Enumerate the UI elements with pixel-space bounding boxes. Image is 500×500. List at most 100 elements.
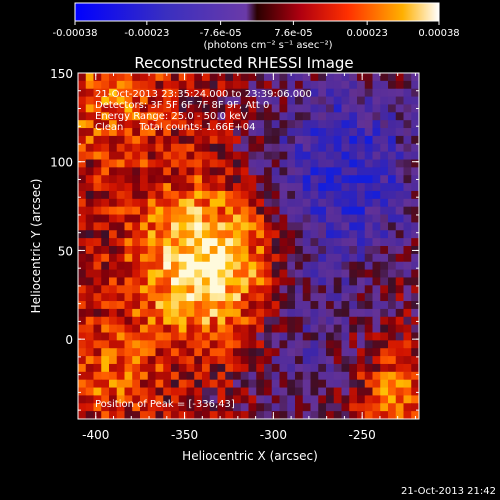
heatmap-cell — [194, 285, 203, 294]
heatmap-cell — [109, 387, 118, 397]
heatmap-cell — [318, 261, 327, 271]
heatmap-cell — [302, 403, 312, 412]
heatmap-cell — [186, 411, 195, 419]
heatmap-cell — [140, 277, 149, 286]
heatmap-cell — [395, 104, 405, 113]
heatmap-cell — [411, 371, 419, 381]
heatmap-cell — [318, 104, 327, 113]
heatmap-cell — [403, 301, 412, 310]
heatmap-cell — [318, 96, 327, 106]
heatmap-cell — [140, 159, 149, 168]
heatmap-cell — [264, 183, 273, 192]
heatmap-cell — [395, 285, 405, 294]
heatmap-cell — [178, 120, 188, 129]
heatmap-cell — [256, 183, 265, 192]
heatmap-cell — [178, 112, 188, 121]
heatmap-cell — [116, 151, 126, 161]
heatmap-cell — [395, 128, 405, 137]
heatmap-cell — [380, 183, 389, 192]
heatmap-cell — [326, 348, 335, 357]
heatmap-cell — [295, 411, 304, 419]
heatmap-cell — [326, 238, 335, 247]
heatmap-cell — [411, 190, 419, 200]
heatmap-cell — [132, 96, 141, 106]
heatmap-cell — [78, 395, 87, 404]
heatmap-cell — [372, 198, 381, 208]
heatmap-cell — [225, 214, 234, 224]
heatmap-cell — [310, 88, 319, 98]
heatmap-cell — [279, 222, 288, 231]
heatmap-cell — [349, 159, 358, 168]
heatmap-cell — [109, 238, 118, 247]
heatmap-cell — [202, 356, 211, 365]
heatmap-cell — [116, 190, 126, 200]
heatmap-cell — [326, 387, 335, 397]
heatmap-cell — [109, 198, 118, 208]
heatmap-cell — [388, 356, 397, 365]
heatmap-cell — [411, 96, 419, 106]
heatmap-cell — [256, 301, 265, 310]
heatmap-cell — [264, 128, 273, 137]
heatmap-cell — [411, 143, 419, 153]
heatmap-cell — [101, 395, 110, 404]
heatmap-cell — [341, 253, 350, 263]
heatmap-cell — [78, 80, 87, 90]
heatmap-cell — [349, 277, 358, 286]
heatmap-cell — [248, 206, 257, 216]
heatmap-cell — [109, 214, 118, 224]
heatmap-cell — [240, 222, 250, 231]
heatmap-cell — [411, 332, 419, 341]
heatmap-cell — [124, 324, 133, 334]
heatmap-cell — [140, 411, 149, 419]
heatmap-cell — [101, 379, 110, 389]
heatmap-cell — [109, 301, 118, 310]
heatmap-cell — [186, 120, 195, 129]
heatmap-cell — [264, 120, 273, 129]
heatmap-cell — [271, 175, 281, 184]
heatmap-cell — [209, 151, 219, 161]
heatmap-cell — [357, 246, 366, 255]
heatmap-cell — [140, 261, 149, 271]
heatmap-cell — [202, 159, 211, 168]
heatmap-cell — [318, 379, 327, 389]
heatmap-cell — [233, 293, 242, 302]
heatmap-cell — [380, 277, 389, 286]
heatmap-cell — [256, 206, 265, 216]
heatmap-cell — [85, 80, 95, 90]
heatmap-cell — [116, 403, 126, 412]
heatmap-cell — [310, 112, 319, 121]
heatmap-cell — [194, 411, 203, 419]
heatmap-cell — [209, 80, 219, 90]
heatmap-cell — [209, 143, 219, 153]
heatmap-cell — [279, 395, 288, 404]
heatmap-cell — [372, 222, 381, 231]
heatmap-cell — [372, 363, 381, 373]
heatmap-cell — [302, 230, 312, 239]
heatmap-cell — [78, 167, 87, 176]
heatmap-cell — [295, 222, 304, 231]
heatmap-cell — [318, 73, 327, 82]
heatmap-cell — [364, 246, 374, 255]
heatmap-cell — [333, 253, 343, 263]
heatmap-cell — [256, 135, 265, 145]
heatmap-cell — [240, 387, 250, 397]
heatmap-cell — [116, 159, 126, 168]
heatmap-cell — [395, 316, 405, 326]
heatmap-cell — [271, 277, 281, 286]
heatmap-cell — [264, 143, 273, 153]
heatmap-cell — [248, 80, 257, 90]
heatmap-cell — [357, 222, 366, 231]
heatmap-cell — [202, 363, 211, 373]
heatmap-cell — [225, 167, 234, 176]
heatmap-cell — [395, 324, 405, 334]
heatmap-cell — [388, 214, 397, 224]
heatmap-cell — [194, 198, 203, 208]
heatmap-cell — [264, 190, 273, 200]
heatmap-cell — [318, 190, 327, 200]
heatmap-cell — [302, 363, 312, 373]
heatmap-cell — [287, 151, 296, 161]
heatmap-cell — [357, 143, 366, 153]
heatmap-cell — [217, 340, 226, 349]
heatmap-cell — [101, 167, 110, 176]
